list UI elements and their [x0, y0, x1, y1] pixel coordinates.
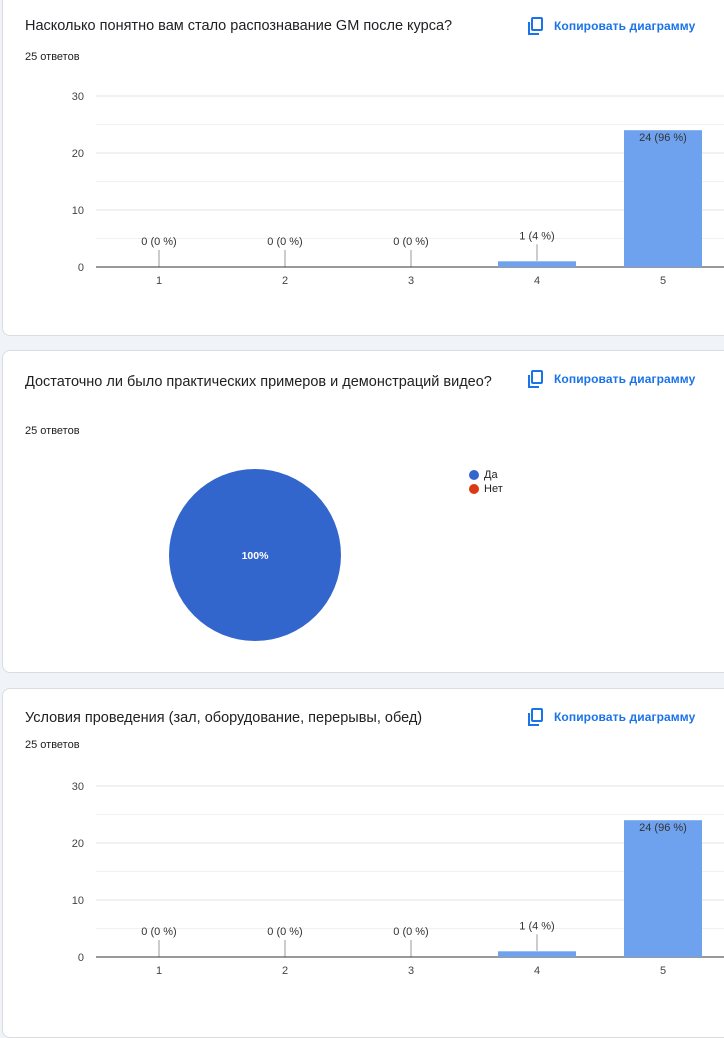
x-tick-label: 1 [156, 965, 162, 977]
legend-item-no: Нет [469, 482, 503, 496]
legend-dot-no [469, 484, 479, 494]
x-tick-label: 5 [660, 275, 666, 287]
data-label: 1 (4 %) [519, 920, 554, 932]
data-label: 24 (96 %) [639, 132, 687, 144]
data-label: 0 (0 %) [141, 236, 176, 248]
question-card: Насколько понятно вам стало распознавани… [2, 0, 724, 336]
data-label: 0 (0 %) [393, 926, 428, 938]
response-count: 25 ответов [25, 51, 80, 63]
data-label: 0 (0 %) [267, 926, 302, 938]
y-tick-label: 0 [78, 952, 84, 964]
data-label: 0 (0 %) [141, 926, 176, 938]
legend-label-yes: Да [484, 469, 498, 481]
pie-slice-label: 100% [242, 550, 270, 562]
y-tick-label: 10 [72, 895, 84, 907]
response-count: 25 ответов [25, 425, 80, 437]
pie-slice-yes [169, 469, 341, 641]
copy-chart-label: Копировать диаграмму [554, 710, 696, 724]
question-title: Насколько понятно вам стало распознавани… [25, 18, 453, 34]
y-tick-label: 20 [72, 838, 84, 850]
bar [498, 261, 576, 267]
y-tick-label: 30 [72, 91, 84, 103]
data-label: 0 (0 %) [393, 236, 428, 248]
data-label: 24 (96 %) [639, 822, 687, 834]
x-tick-label: 4 [534, 275, 540, 287]
x-tick-label: 2 [282, 275, 288, 287]
bar [624, 820, 702, 957]
copy-icon [528, 370, 543, 388]
copy-chart-label: Копировать диаграмму [554, 372, 696, 386]
data-label: 1 (4 %) [519, 230, 554, 242]
y-tick-label: 10 [72, 205, 84, 217]
copy-chart-button[interactable]: Копировать диаграмму [528, 708, 695, 726]
response-count: 25 ответов [25, 739, 80, 751]
pie-chart: 100% [169, 469, 341, 641]
question-title: Достаточно ли было практических примеров… [25, 374, 492, 390]
copy-chart-button[interactable]: Копировать диаграмму [528, 370, 695, 388]
x-tick-label: 5 [660, 965, 666, 977]
copy-icon [528, 708, 543, 726]
copy-chart-button[interactable]: Копировать диаграмму [528, 17, 695, 35]
question-card: Условия проведения (зал, оборудование, п… [2, 688, 724, 1038]
bar-chart: 0 10 20 30 1 0 (0 %) 2 0 (0 %) 3 0 (0 %) 4 1 (4 %) 5… [72, 91, 724, 287]
legend-label-no: Нет [484, 483, 503, 495]
bar [624, 130, 702, 267]
legend-dot-yes [469, 470, 479, 480]
copy-chart-label: Копировать диаграмму [554, 19, 696, 33]
data-label: 0 (0 %) [267, 236, 302, 248]
x-tick-label: 3 [408, 965, 414, 977]
bar-chart: 0 10 20 30 1 0 (0 %) 2 0 (0 %) 3 0 (0 %) 4 1 (4 %) 5… [72, 781, 724, 977]
legend-item-yes: Да [469, 468, 503, 482]
x-tick-label: 4 [534, 965, 540, 977]
x-tick-label: 3 [408, 275, 414, 287]
y-tick-label: 20 [72, 148, 84, 160]
y-tick-label: 0 [78, 262, 84, 274]
bar [498, 951, 576, 957]
question-title: Условия проведения (зал, оборудование, п… [25, 710, 423, 726]
x-tick-label: 2 [282, 965, 288, 977]
pie-legend: Да Нет [469, 468, 503, 496]
question-card: Достаточно ли было практических примеров… [2, 350, 724, 673]
y-tick-label: 30 [72, 781, 84, 793]
x-tick-label: 1 [156, 275, 162, 287]
copy-icon [528, 17, 543, 35]
